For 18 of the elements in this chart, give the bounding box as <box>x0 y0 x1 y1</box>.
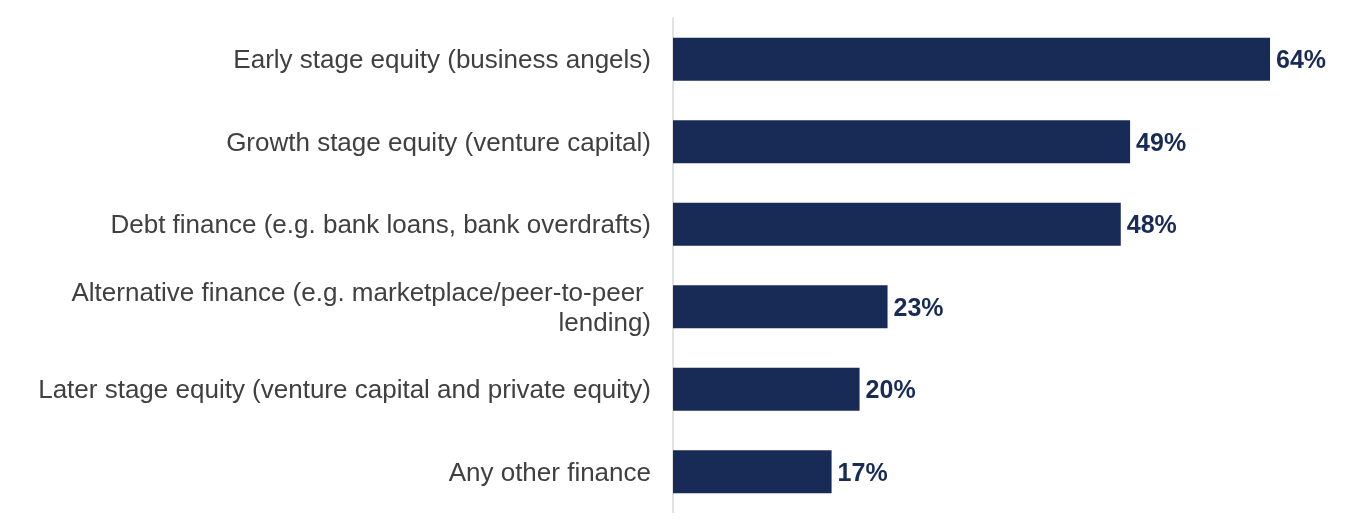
data-label: 17% <box>837 457 888 486</box>
data-label: 20% <box>865 375 916 404</box>
data-label: 49% <box>1136 127 1187 156</box>
bar <box>673 367 860 411</box>
y-tick-label: Debt finance (e.g. bank loans, bank overdrafts) <box>110 209 651 240</box>
y-tick-label: Early stage equity (business angels) <box>233 44 651 75</box>
data-label: 48% <box>1126 210 1177 239</box>
y-tick-label: Alternative finance (e.g. marketplace/peer-to-peer lending) <box>71 276 651 337</box>
bar <box>673 37 1271 81</box>
data-label: 23% <box>893 292 944 321</box>
bar <box>673 450 832 494</box>
bar <box>673 120 1131 164</box>
bar <box>673 202 1121 246</box>
y-tick-label: Later stage equity (venture capital and private equity) <box>38 374 651 405</box>
bar <box>673 285 888 329</box>
y-tick-label: Growth stage equity (venture capital) <box>226 126 651 157</box>
data-label: 64% <box>1276 45 1327 74</box>
y-tick-label: Any other finance <box>448 456 651 487</box>
